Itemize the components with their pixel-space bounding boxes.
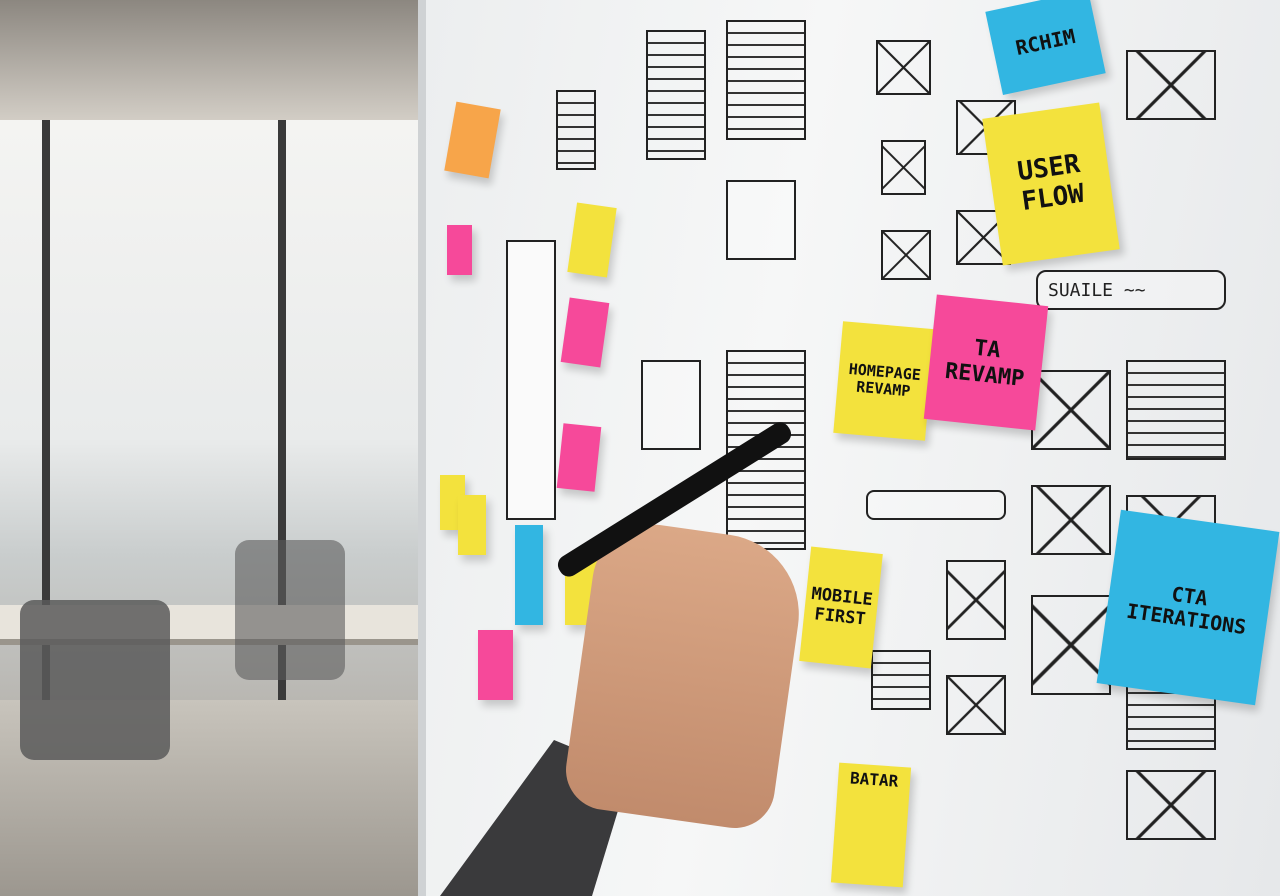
wireframe-image-box <box>881 140 926 195</box>
sticky-note-mobile-first: MOBILE FIRST <box>799 546 883 669</box>
wireframe-sketch <box>726 20 806 140</box>
sticky-note-ta-revamp: TA REVAMP <box>923 294 1049 431</box>
wireframe-image-box <box>1031 485 1111 555</box>
wireframe-image-box <box>876 40 931 95</box>
sticky-note-pink <box>478 630 513 700</box>
hand <box>560 516 810 834</box>
paper-sheet <box>506 240 556 520</box>
wireframe-sketch <box>871 650 931 710</box>
wireframe-sketch <box>646 30 706 160</box>
sticky-note-pink <box>447 225 472 275</box>
wireframe-image-box <box>946 675 1006 735</box>
wireframe-image-box <box>1126 50 1216 120</box>
wireframe-sketch <box>641 360 701 450</box>
wireframe-image-box <box>1031 595 1111 695</box>
wireframe-image-box <box>1126 770 1216 840</box>
sticky-note-pink <box>556 423 602 492</box>
sticky-note-user-flow: USER FLOW <box>982 102 1120 266</box>
wireframe-image-box <box>1031 370 1111 450</box>
sticky-note-batar: BATAR <box>830 762 912 888</box>
search-bar-label: SUAILE ~~ <box>1048 280 1146 301</box>
header-bar-sketch <box>866 490 1006 520</box>
office-chair <box>235 540 345 680</box>
sticky-note-blue <box>515 525 543 625</box>
sticky-note-homepage-revamp: HOMEPAGE REVAMP <box>833 321 935 441</box>
sticky-note-cta-iterations: CTA ITERATIONS <box>1096 509 1280 706</box>
wireframe-sketch <box>556 90 596 170</box>
search-bar-sketch: SUAILE ~~ <box>1036 270 1226 310</box>
wireframe-image-box <box>881 230 931 280</box>
office-chair <box>20 600 170 760</box>
window-frame <box>278 120 286 700</box>
wireframe-sketch <box>1126 360 1226 460</box>
wireframe-image-box <box>946 560 1006 640</box>
window-frame <box>42 120 50 700</box>
wireframe-sketch <box>726 180 796 260</box>
sticky-note-yellow <box>458 495 486 555</box>
